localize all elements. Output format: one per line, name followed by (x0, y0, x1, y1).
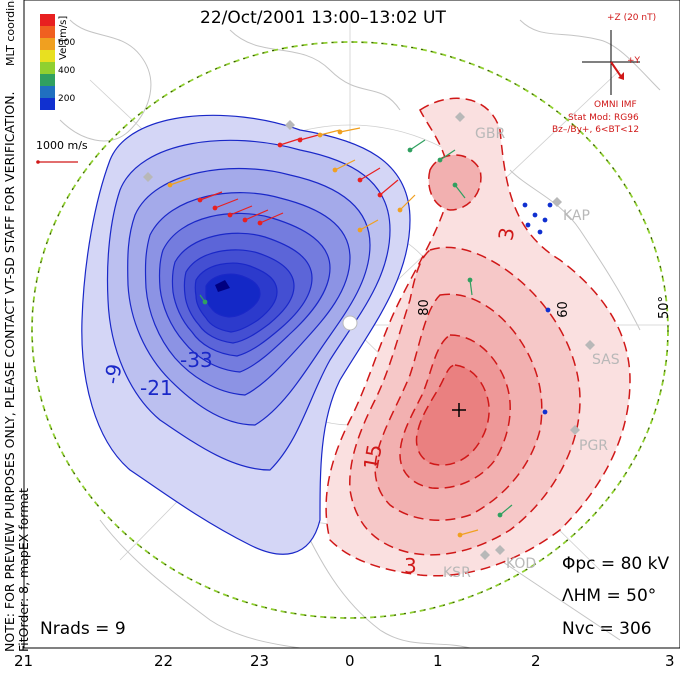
mlt-tick-3: 3 (665, 652, 675, 670)
colorbar-tick-600: 600 (58, 38, 76, 48)
colorbar-segment (40, 38, 55, 50)
mlt-tick-0: 0 (345, 652, 355, 670)
colorbar-tick-200: 200 (58, 94, 76, 104)
lat-label-50: 50° (657, 295, 673, 320)
stat-phi-pc: Φpc = 80 kV (562, 554, 670, 574)
mlt-tick-22: 22 (154, 652, 174, 670)
colorbar (40, 14, 55, 110)
preview-note: NOTE: FOR PREVIEW PURPOSES ONLY, PLEASE … (2, 91, 31, 652)
contour-label-3-bottom: 3 (404, 554, 417, 578)
mlt-tick-23: 23 (250, 652, 270, 670)
colorbar-label: Vel [m/s] (58, 15, 69, 60)
potential-max-marker (452, 403, 466, 417)
station-label-sas: SAS (592, 352, 620, 368)
stat-n-vc: Nvc = 306 (562, 619, 652, 639)
station-label-ksr: KSR (443, 565, 471, 581)
contour-label-neg9: -9 (99, 362, 127, 386)
imf-y-label: +Y (627, 56, 641, 66)
lat-label-80: 80 (416, 299, 432, 316)
colorbar-tick-400: 400 (58, 66, 76, 76)
mlt-tick-2: 2 (531, 652, 541, 670)
contour-label-neg21: -21 (140, 376, 173, 400)
station-label-kap: KAP (563, 208, 590, 224)
mlt-tick-1: 1 (433, 652, 443, 670)
negative-potential-cell (81, 114, 411, 555)
magnetic-pole-marker (342, 315, 358, 331)
colorbar-segment (40, 26, 55, 38)
imf-z-label: +Z (20 nT) (607, 13, 657, 23)
station-label-pgr: PGR (579, 438, 609, 454)
colorbar-segment (40, 14, 55, 26)
map-title: 22/Oct/2001 13:00–13:02 UT (200, 8, 446, 28)
imf-source: OMNI IMF (594, 100, 637, 110)
colorbar-segment (40, 62, 55, 74)
colorbar-segment (40, 50, 55, 62)
potential-min-marker (215, 280, 230, 292)
imf-model: Stat Mod: RG96 (568, 113, 639, 123)
velocity-vectors (167, 127, 553, 538)
stat-n-rads: Nrads = 9 (40, 619, 126, 639)
boundary-dots (31, 41, 669, 619)
contour-label-15: 15 (358, 442, 387, 472)
vector-scale-label: 1000 m/s (36, 139, 88, 152)
station-markers (143, 112, 595, 560)
colorbar-segment (40, 98, 55, 110)
mlt-tick-21: 21 (14, 652, 34, 670)
colorbar-segment (40, 74, 55, 86)
vector-scale-arrow (36, 160, 78, 164)
station-label-gbr: GBR (475, 126, 506, 142)
imf-clock-dial (582, 30, 640, 95)
imf-condition: Bz–/By+, 6<BT<12 (552, 125, 640, 135)
contour-label-neg33: -33 (180, 348, 213, 372)
stat-lambda-hm: ΛHM = 50° (562, 586, 657, 606)
station-label-kod: KOD (506, 556, 537, 572)
colorbar-segment (40, 86, 55, 98)
plot-frame (23, 0, 680, 649)
lat-label-60: 60 (555, 301, 571, 318)
coord-label: MLT coordinates (4, 0, 17, 66)
